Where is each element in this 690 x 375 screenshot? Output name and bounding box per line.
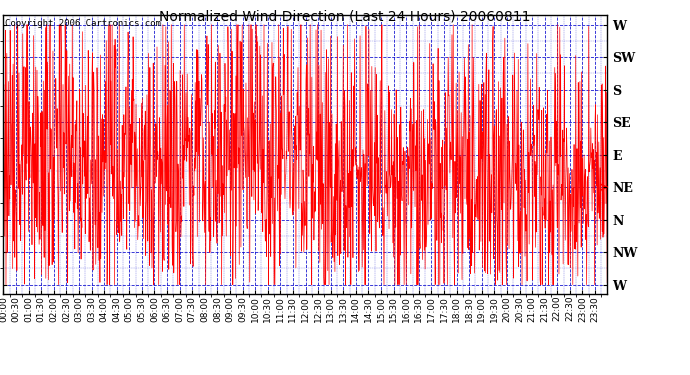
Text: Copyright 2006 Cartronics.com: Copyright 2006 Cartronics.com [5,19,161,28]
Text: Normalized Wind Direction (Last 24 Hours) 20060811: Normalized Wind Direction (Last 24 Hours… [159,9,531,23]
